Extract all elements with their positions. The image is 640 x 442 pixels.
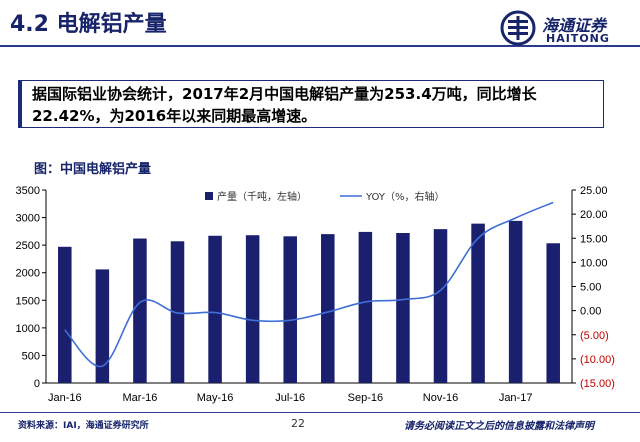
data-source: 资料来源：IAI，海通证券研究所: [18, 421, 149, 431]
x-tick-label: Nov-16: [423, 392, 458, 404]
x-tick-label: Jan-17: [499, 392, 533, 404]
x-tick-label: May-16: [197, 392, 234, 404]
logo-english-name: HAITONG: [546, 32, 610, 45]
production-bar: [321, 234, 335, 383]
y-right-tick-label: (10.00): [580, 354, 615, 366]
production-bar: [396, 233, 410, 383]
x-tick-label: Jan-16: [48, 392, 82, 404]
legend-bar-label: 产量（千吨，左轴）: [217, 190, 307, 203]
page-number: 22: [291, 417, 305, 430]
logo-chinese-name: 海通证券: [542, 16, 607, 35]
y-right-tick-label: 25.00: [580, 185, 608, 197]
y-right-tick-label: 20.00: [580, 209, 608, 221]
production-chart: 0 500 1000 1500 2000 2500 3000 3500 25.00 20.00 15…: [16, 185, 615, 404]
title-divider: [0, 45, 640, 47]
haitong-logo: 海通证券 HAITONG: [500, 10, 630, 50]
y-left-tick-label: 500: [22, 350, 40, 362]
y-left-tick-label: 1500: [16, 295, 40, 307]
y-right-tick-label: 10.00: [580, 257, 608, 269]
y-right-tick-label: 0.00: [580, 306, 601, 318]
x-tick-label: Mar-16: [123, 392, 158, 404]
production-bar: [508, 220, 523, 383]
production-bar: [208, 235, 222, 383]
y-right-tick-label: (15.00): [580, 378, 615, 390]
summary-box: 据国际铝业协会统计，2017年2月中国电解铝产量为253.4万吨，同比增长22.…: [18, 80, 604, 128]
production-bar: [433, 229, 448, 383]
production-bar: [546, 243, 560, 383]
production-bar: [133, 238, 147, 383]
y-right-tick-label: 15.00: [580, 233, 608, 245]
y-left-tick-label: 3500: [16, 185, 40, 197]
y-left-tick-label: 2000: [16, 268, 40, 280]
production-bar: [58, 246, 72, 383]
haitong-logo-icon: [500, 10, 536, 46]
y-left-tick-label: 1000: [16, 323, 40, 335]
disclaimer: 请务必阅读正文之后的信息披露和法律声明: [404, 421, 594, 432]
legend-bar-swatch: [205, 192, 213, 200]
production-bar: [283, 236, 297, 383]
production-bar: [471, 223, 485, 383]
production-bar: [358, 231, 373, 383]
page-title: 4.2 电解铝产量: [10, 12, 167, 37]
yoy-line: [64, 201, 554, 367]
y-left-tick-label: 3000: [16, 213, 40, 225]
summary-text: 据国际铝业协会统计，2017年2月中国电解铝产量为253.4万吨，同比增长22.…: [32, 85, 537, 125]
y-left-tick-label: 0: [34, 378, 40, 390]
production-bar: [95, 269, 110, 383]
y-right-tick-label: 5.00: [580, 282, 601, 294]
x-tick-label: Jul-16: [275, 392, 305, 404]
production-bar: [170, 241, 185, 383]
y-left-tick-label: 2500: [16, 240, 40, 252]
legend-line-label: YOY（%，右轴）: [365, 190, 445, 203]
x-tick-label: Sep-16: [348, 392, 383, 404]
production-bar: [245, 235, 260, 383]
figure-title: 图：中国电解铝产量: [34, 162, 152, 177]
y-right-tick-label: (5.00): [580, 330, 609, 342]
footer-divider: [0, 412, 640, 413]
